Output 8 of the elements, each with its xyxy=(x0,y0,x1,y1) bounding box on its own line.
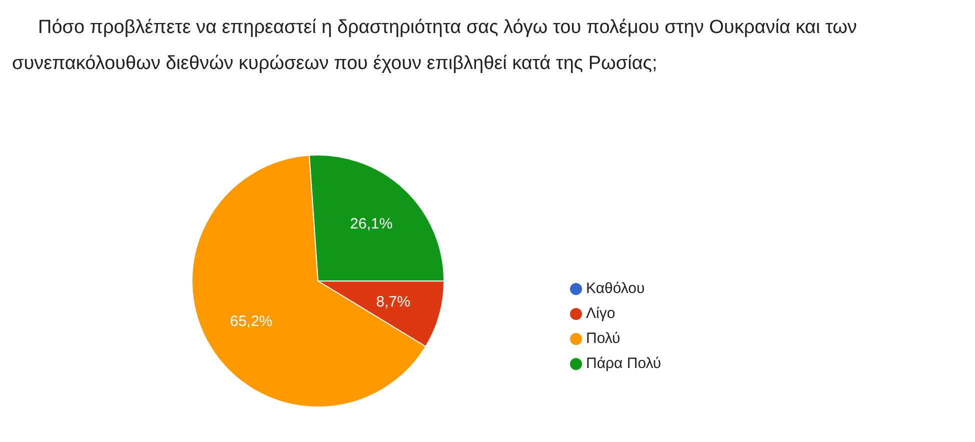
legend-label: Πολύ xyxy=(586,330,620,347)
legend-label: Πάρα Πολύ xyxy=(586,355,662,372)
data-label: 65,2% xyxy=(230,313,273,330)
data-label: 8,7% xyxy=(376,294,410,311)
data-label: 26,1% xyxy=(350,215,393,232)
legend-label: Λίγο xyxy=(586,305,616,322)
legend-label: Καθόλου xyxy=(586,280,645,297)
chart-title: Πόσο προβλέπετε να επηρεαστεί η δραστηριότητα σας λόγω του πολέμου στην Ουκρανία και των συνεπακόλουθων διεθνών κυρώσεων που έχουν επιβληθεί κατά της Ρωσίας; xyxy=(12,16,858,76)
